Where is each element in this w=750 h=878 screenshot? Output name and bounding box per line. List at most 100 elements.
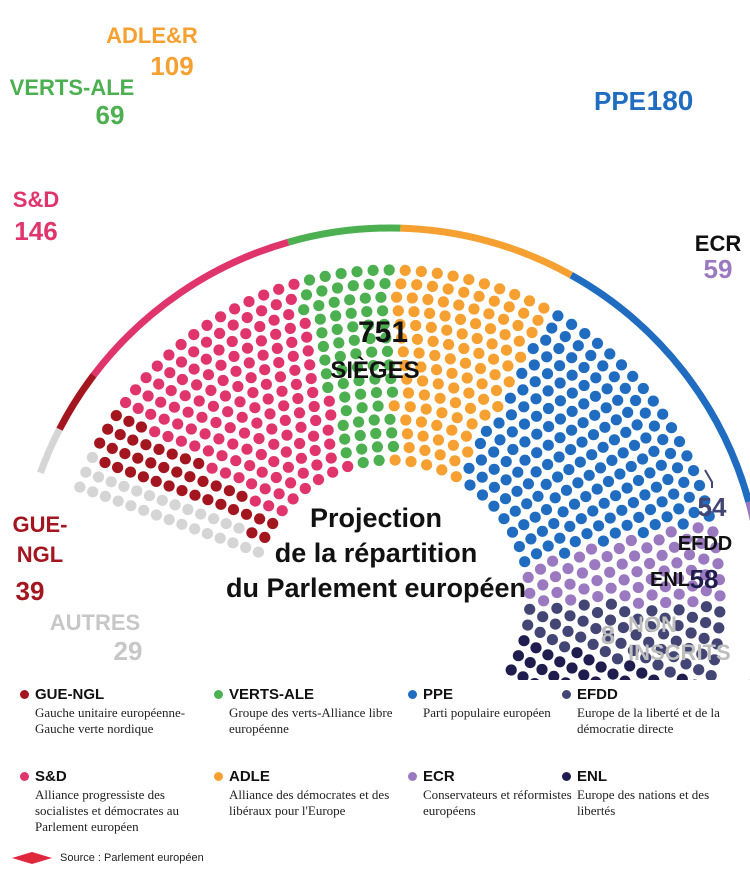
seat-sd (219, 467, 232, 479)
seat-adle (523, 295, 536, 307)
seat-efdd (615, 637, 627, 649)
source-diamond-icon (12, 852, 52, 864)
seat-ecr (699, 569, 712, 581)
seat-ecr (659, 581, 672, 593)
seat-verts (316, 327, 328, 339)
seat-efdd (562, 625, 574, 638)
seat-enl (692, 679, 698, 680)
seat-verts (340, 447, 352, 459)
seat-ppe (657, 408, 669, 420)
seat-ppe (554, 532, 566, 544)
seat-ppe (609, 527, 621, 539)
seat-verts (385, 373, 397, 385)
seat-ppe (540, 334, 552, 346)
seat-ppe (559, 547, 571, 559)
arc-band-adle (400, 224, 574, 279)
seat-sd (196, 411, 208, 423)
seat-sd (259, 483, 271, 495)
seat-adle (512, 319, 524, 332)
seat-autres (176, 518, 188, 530)
seat-enl (560, 677, 571, 680)
seat-adle (446, 424, 458, 436)
seat-ppe (627, 370, 639, 382)
seat-ecr (658, 565, 670, 577)
seat-sd (262, 393, 274, 405)
seat-ecr (616, 558, 628, 570)
seat-sd (247, 387, 259, 399)
legend: GUE-NGL Gauche unitaire européenne-Gauch… (0, 686, 750, 846)
seat-adle (442, 283, 454, 295)
seat-ppe (542, 458, 554, 471)
seat-enl (536, 663, 548, 676)
seat-sd (200, 353, 212, 365)
seat-efdd (680, 658, 692, 670)
seat-ppe (627, 497, 640, 509)
seat-gue (179, 453, 191, 465)
seat-ecr (671, 557, 683, 569)
seat-sd (226, 335, 238, 348)
seat-ppe (647, 395, 659, 407)
seat-efdd (524, 603, 536, 615)
seat-sd (172, 418, 184, 430)
seat-sd (142, 390, 154, 402)
seat-ppe (650, 481, 663, 493)
seat-ecr (692, 522, 704, 534)
arc-band-ppe (569, 272, 750, 503)
source-text: Source : Parlement européen (60, 852, 204, 864)
seat-autres (125, 500, 137, 512)
seat-verts (339, 391, 351, 403)
seat-ecr (645, 573, 657, 585)
seat-sd (217, 374, 229, 387)
seat-sd (301, 331, 313, 343)
seat-ppe (591, 337, 604, 349)
seat-ppe (693, 479, 706, 492)
seat-ppe (529, 511, 541, 523)
seat-ppe (665, 422, 678, 434)
seat-adle (478, 393, 490, 405)
seat-ppe (552, 310, 564, 322)
seat-ppe (628, 439, 641, 451)
seat-sd (207, 400, 219, 412)
seat-sd (188, 363, 200, 375)
seat-sd (299, 317, 311, 329)
seat-enl (619, 675, 631, 680)
legend-desc: Europe des nations et des libertés (577, 787, 710, 818)
seat-sd (213, 344, 225, 356)
seat-ecr (673, 588, 685, 600)
seat-sd (287, 350, 299, 362)
group-name-ni: NON (628, 612, 677, 637)
seat-verts (322, 381, 334, 394)
seat-sd (270, 328, 282, 340)
seat-verts (331, 323, 343, 335)
seat-efdd (551, 602, 563, 614)
seat-ppe (554, 360, 566, 372)
seat-verts (354, 429, 366, 442)
group-seats-verts: 69 (96, 100, 125, 130)
seat-adle (500, 344, 513, 356)
seat-ppe (543, 421, 555, 433)
seat-adle (400, 414, 412, 426)
seat-efdd (670, 635, 682, 647)
seat-ecr (632, 581, 644, 594)
seat-adle (448, 382, 460, 394)
seat-adle (415, 361, 427, 373)
seat-gue (210, 480, 222, 492)
seat-ecr (547, 555, 559, 567)
seat-ppe (493, 417, 505, 429)
seat-ppe (513, 541, 526, 553)
seat-sd (153, 378, 165, 390)
group-name-enl: ENL (650, 569, 690, 591)
seat-ppe (619, 382, 631, 394)
seat-verts (350, 348, 362, 360)
seat-verts (368, 414, 380, 426)
seat-ppe (589, 409, 601, 421)
seat-ppe (494, 434, 506, 446)
seat-sd (230, 455, 242, 467)
seat-ppe (480, 425, 492, 437)
seat-adle (403, 442, 415, 454)
seat-enl (583, 654, 595, 666)
seat-sd (297, 467, 309, 479)
seat-ppe (639, 489, 651, 501)
seat-sd (270, 471, 282, 484)
seat-enl (530, 678, 539, 680)
